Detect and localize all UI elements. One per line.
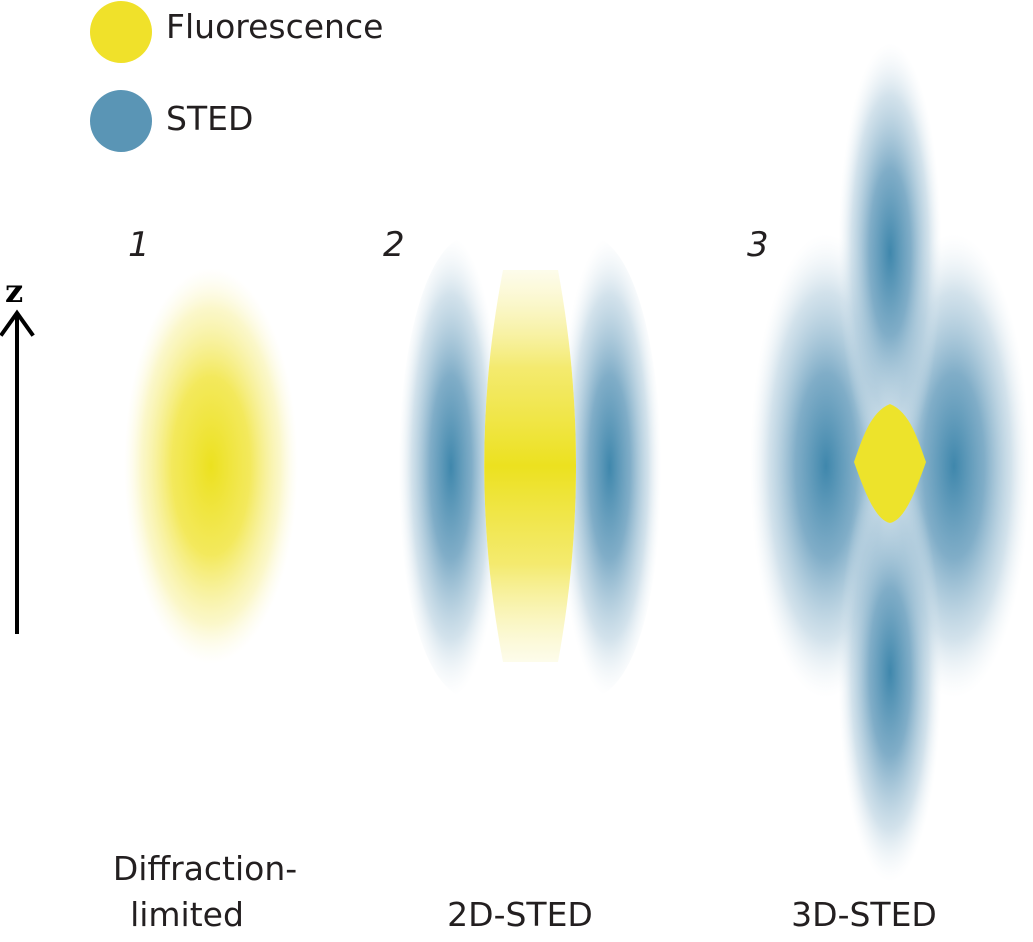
sted-lobe-top [838,43,942,462]
panel-2-number: 2 [383,225,405,265]
legend-fluorescence-swatch [90,1,152,63]
sted-lobe-bottom [838,462,942,882]
fluorescence-spot [124,268,298,664]
fluorescence-spot [854,404,926,523]
panel-2-caption: 2D-STED [447,895,593,934]
legend-sted-label: STED [166,99,253,138]
panel-diffraction-limited: 1 Diffraction- limited [113,225,298,934]
panel-2d-sted: 2 2D-STED [383,225,662,934]
panel-3d-sted: 3 3D-STED [747,43,1030,934]
fluorescence-band [484,270,576,662]
legend-fluorescence-label: Fluorescence [166,7,383,46]
z-axis: z [0,272,35,634]
panel-1-number: 1 [128,225,150,265]
panel-1-caption-line-2: limited [130,895,244,934]
sted-lobe-right [558,237,662,697]
z-axis-label: z [5,272,23,310]
sted-lobe-left [398,237,503,697]
panel-3-caption: 3D-STED [791,895,937,934]
legend-sted-swatch [90,90,152,152]
panel-3-number: 3 [747,225,769,265]
z-axis-arrowhead-icon [0,309,35,337]
panel-1-caption-line-1: Diffraction- [113,849,297,888]
legend: Fluorescence STED [90,1,383,152]
